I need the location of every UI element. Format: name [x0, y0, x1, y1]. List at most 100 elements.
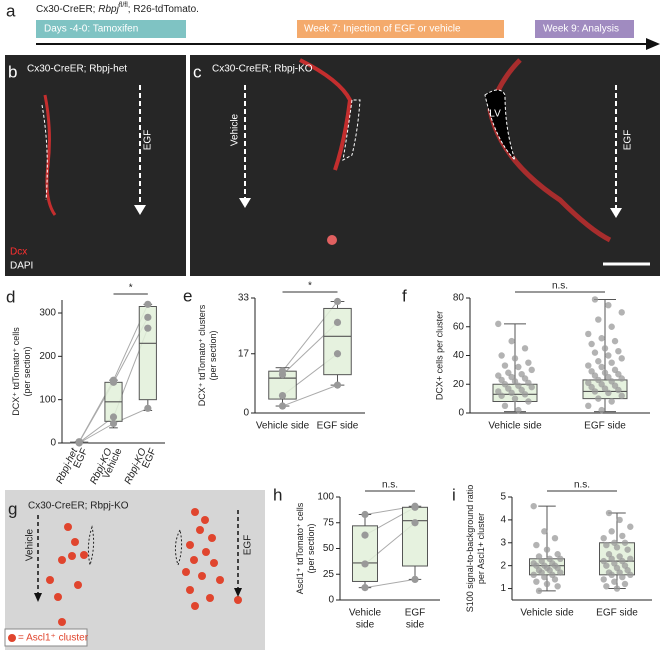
data-point	[495, 372, 502, 379]
data-point	[361, 584, 369, 592]
ventricle-outline	[342, 99, 361, 161]
stain-label: DAPI	[10, 261, 33, 272]
dcx-signal	[299, 58, 353, 171]
y-tick-label: 100	[317, 492, 334, 503]
data-point	[618, 355, 625, 362]
data-point	[619, 532, 626, 540]
arrow-label: Vehicle	[25, 528, 36, 561]
data-point	[598, 363, 605, 371]
x-tick-label: side	[356, 620, 375, 631]
data-point	[551, 535, 559, 542]
pair-line	[282, 384, 338, 407]
data-point	[501, 381, 509, 388]
data-point	[621, 539, 629, 546]
data-point	[75, 438, 83, 446]
title-part: Cx30-CreER;	[36, 4, 98, 15]
y-tick-label: 0	[243, 408, 249, 419]
data-point	[608, 323, 615, 330]
data-point	[361, 560, 369, 568]
data-point	[591, 349, 599, 356]
data-point	[543, 546, 551, 553]
pair-line	[364, 578, 416, 589]
data-point	[613, 544, 621, 551]
phase-label: Days -4-0: Tamoxifen	[44, 24, 138, 35]
dcx-signal	[43, 94, 57, 216]
phase-bar	[535, 20, 634, 38]
data-point	[528, 383, 535, 391]
y-tick-label: 2	[500, 560, 506, 571]
data-point	[601, 345, 609, 352]
data-point	[605, 509, 613, 517]
data-point	[611, 366, 619, 374]
phase-bar	[36, 20, 186, 38]
y-tick-label: 4	[500, 515, 506, 526]
data-point	[501, 402, 509, 410]
phase-label: Week 9: Analysis	[543, 24, 619, 35]
data-point	[611, 382, 619, 389]
x-tick-label: Vehicle side	[520, 608, 574, 619]
y-tick-label: 80	[453, 293, 465, 304]
y-axis-label: DCX⁺ tdTomato⁺ clusters	[197, 304, 207, 406]
significance-label: *	[129, 283, 133, 294]
y-tick-label: 300	[39, 308, 56, 319]
title-part: Rbpj	[98, 4, 119, 15]
ventricle-outline	[41, 104, 48, 201]
significance-label: n.s.	[382, 480, 398, 491]
data-point	[557, 555, 564, 562]
data-point	[591, 372, 599, 379]
data-point	[144, 404, 152, 412]
data-point	[333, 381, 342, 389]
data-point	[333, 350, 342, 358]
data-point	[530, 571, 537, 579]
data-point	[109, 376, 118, 384]
panel-letter: a	[6, 1, 16, 20]
phase-bar	[297, 20, 504, 38]
data-point	[621, 580, 629, 588]
data-point	[525, 359, 532, 366]
phase-label: Week 7: Injection of EGF or vehicle	[304, 24, 461, 35]
data-point	[627, 555, 634, 562]
data-point	[278, 367, 287, 375]
data-point	[508, 337, 515, 345]
box	[323, 307, 352, 376]
data-point	[144, 324, 152, 332]
y-axis-label: S100 signal-to-background ratio	[465, 485, 475, 613]
x-tick-label: Vehicle side	[488, 421, 542, 432]
y-axis-label: per Ascl1+ cluster	[476, 513, 486, 584]
data-point	[618, 392, 625, 399]
data-point	[533, 578, 540, 585]
genotype: Cx30-CreER; Rbpj-KO	[28, 501, 129, 512]
arrowhead	[134, 205, 146, 215]
data-point	[585, 402, 592, 410]
data-point	[533, 541, 540, 549]
ascl1-clusters	[46, 508, 242, 626]
data-point	[605, 301, 612, 309]
significance-label: *	[308, 281, 312, 292]
data-point	[515, 406, 522, 414]
ventricle-outline	[484, 89, 516, 161]
region-label: LV	[489, 109, 501, 120]
data-point	[595, 358, 602, 365]
data-point	[603, 583, 610, 590]
panel-letter: b	[8, 62, 17, 81]
data-point	[605, 389, 612, 397]
data-point	[624, 546, 631, 553]
x-tick-label: Vehicle side	[256, 421, 310, 432]
legend-box	[4, 628, 88, 647]
data-point	[627, 571, 634, 579]
data-point	[411, 575, 419, 584]
data-point	[601, 385, 609, 392]
data-point	[515, 382, 522, 389]
data-point	[521, 345, 529, 352]
data-point	[144, 300, 152, 308]
data-point	[598, 406, 605, 414]
data-point	[495, 320, 502, 328]
data-point	[611, 578, 618, 585]
data-point	[501, 362, 509, 369]
data-point	[511, 378, 519, 385]
y-axis-label: Ascl1⁺ tdTomato⁺ cells	[295, 502, 305, 594]
arrow-label: EGF	[143, 130, 154, 151]
legend-marker	[8, 634, 16, 642]
box	[402, 506, 428, 567]
data-point	[511, 355, 519, 362]
